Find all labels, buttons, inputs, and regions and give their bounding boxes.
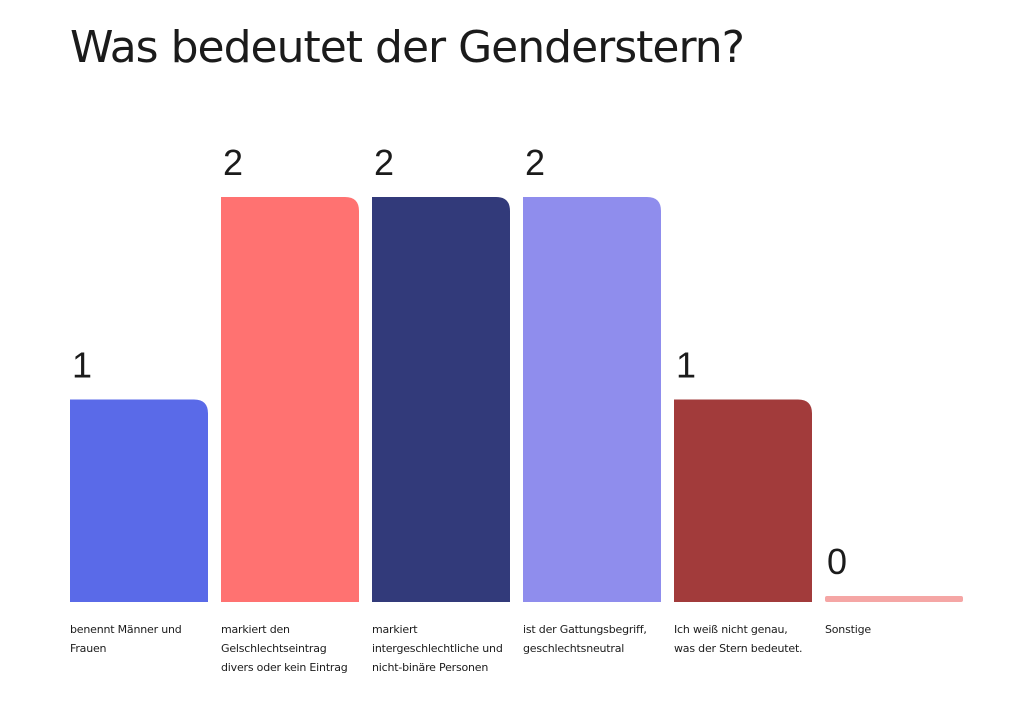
- chart-title: Was bedeutet der Genderstern?: [70, 22, 745, 73]
- category-label-4: Ich weiß nicht genau, was der Stern bede…: [674, 623, 803, 655]
- value-label-5: 0: [827, 541, 847, 582]
- bar-1: [221, 197, 359, 602]
- category-label-1: markiert den Gelschlechtseintrag divers …: [221, 623, 348, 674]
- category-label-5: Sonstige: [825, 623, 871, 636]
- value-label-1: 2: [223, 142, 243, 183]
- bar-5: [825, 596, 963, 602]
- category-label-0: benennt Männer und Frauen: [70, 623, 182, 655]
- value-label-2: 2: [374, 142, 394, 183]
- category-label-2: markiert intergeschlechtliche und nicht-…: [372, 623, 503, 674]
- bar-3: [523, 197, 661, 602]
- bar-2: [372, 197, 510, 602]
- bar-4: [674, 399, 812, 602]
- value-label-0: 1: [72, 345, 92, 386]
- bar-0: [70, 399, 208, 602]
- category-label-3: ist der Gattungsbegriff, geschlechtsneut…: [523, 623, 647, 655]
- value-label-3: 2: [525, 142, 545, 183]
- value-label-4: 1: [676, 345, 696, 386]
